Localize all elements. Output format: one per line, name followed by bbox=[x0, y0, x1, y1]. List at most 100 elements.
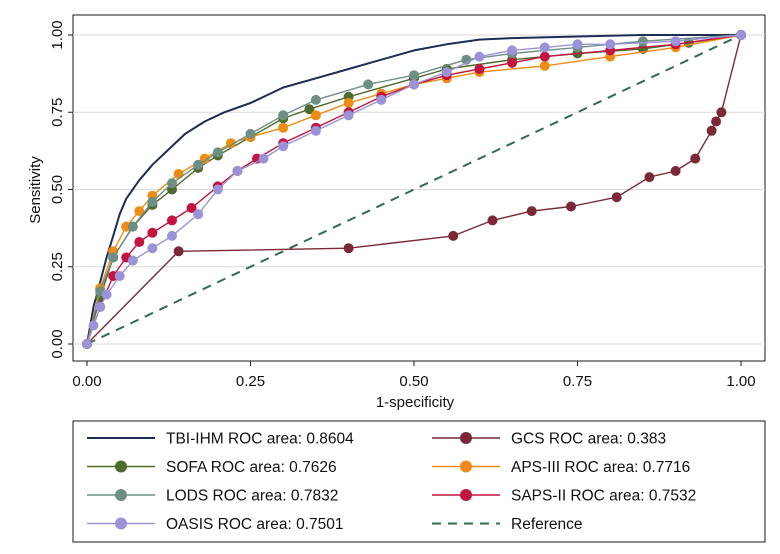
x-axis-label: 1-specificity bbox=[376, 394, 455, 411]
series-point-gcs-12 bbox=[711, 116, 722, 127]
legend-marker-oasis bbox=[115, 517, 127, 530]
series-point-oasis-14 bbox=[343, 110, 354, 121]
series-point-lods-6 bbox=[193, 159, 204, 170]
x-tick-label-0.00: 0.00 bbox=[72, 373, 101, 390]
legend-label-reference: Reference bbox=[511, 516, 583, 533]
series-point-lods-9 bbox=[278, 110, 289, 121]
x-tick-label-0.25: 0.25 bbox=[236, 373, 265, 390]
series-point-gcs-13 bbox=[716, 107, 727, 118]
series-point-saps-ii-6 bbox=[167, 215, 177, 226]
series-point-aps-iii-4 bbox=[134, 206, 145, 217]
series-point-gcs-7 bbox=[611, 192, 622, 203]
series-point-oasis-10 bbox=[232, 166, 243, 176]
series-point-oasis-0 bbox=[82, 339, 92, 349]
reference-line bbox=[86, 34, 742, 345]
series-point-oasis-2 bbox=[95, 301, 106, 312]
series-group bbox=[82, 30, 746, 349]
y-tick-label-0.50: 0.50 bbox=[49, 175, 66, 204]
series-point-lods-11 bbox=[363, 79, 374, 90]
series-point-aps-iii-10 bbox=[278, 122, 289, 133]
x-tick-label-0.75: 0.75 bbox=[563, 373, 592, 390]
legend-label-oasis: OASIS ROC area: 0.7501 bbox=[166, 516, 343, 533]
series-point-lods-2 bbox=[108, 252, 119, 263]
y-tick-label-1.00: 1.00 bbox=[49, 20, 66, 49]
series-point-gcs-1 bbox=[173, 246, 184, 257]
series-point-saps-ii-5 bbox=[147, 227, 158, 238]
axes bbox=[68, 34, 742, 366]
y-axis-label: Sensitivity bbox=[27, 156, 44, 224]
series-point-oasis-6 bbox=[147, 243, 158, 254]
series-point-oasis-20 bbox=[539, 42, 550, 53]
legend-label-saps-ii: SAPS-II ROC area: 0.7532 bbox=[511, 488, 696, 505]
series-point-saps-ii-19 bbox=[539, 51, 550, 62]
series-point-lods-3 bbox=[127, 221, 138, 232]
tick-labels: 0.00 0.25 0.50 0.75 1.00 0.00 0.25 0.50 0.75 1.00 bbox=[49, 20, 756, 390]
series-point-oasis-18 bbox=[474, 51, 485, 62]
series-point-lods-4 bbox=[147, 196, 158, 207]
legend-marker-lods bbox=[115, 489, 127, 501]
y-tick-label-0.00: 0.00 bbox=[49, 329, 66, 358]
series-point-gcs-11 bbox=[706, 125, 717, 136]
series-point-lods-16 bbox=[637, 36, 648, 47]
y-tick-label-0.25: 0.25 bbox=[49, 252, 66, 281]
legend-label-tbi-ihm: TBI-IHM ROC area: 0.8604 bbox=[166, 431, 354, 448]
legend-marker-saps-ii bbox=[460, 489, 472, 501]
legend bbox=[72, 420, 766, 543]
series-point-oasis-17 bbox=[441, 67, 452, 78]
series-line-tbi-ihm bbox=[86, 34, 741, 345]
series-point-aps-iii-11 bbox=[310, 110, 321, 121]
series-point-oasis-22 bbox=[605, 39, 616, 50]
series-line-lods bbox=[86, 34, 742, 345]
legend-label-aps-iii: APS-III ROC area: 0.7716 bbox=[511, 459, 690, 476]
series-point-lods-8 bbox=[245, 128, 256, 139]
series-point-saps-ii-4 bbox=[134, 237, 145, 247]
y-tick-label-0.75: 0.75 bbox=[49, 98, 66, 127]
series-point-gcs-4 bbox=[487, 215, 498, 226]
legend-label-gcs: GCS ROC area: 0.383 bbox=[511, 431, 666, 448]
legend-marker-gcs bbox=[460, 432, 472, 444]
series-point-gcs-8 bbox=[644, 172, 655, 183]
series-point-gcs-3 bbox=[448, 230, 459, 241]
series-point-aps-iii-17 bbox=[539, 60, 550, 71]
series-point-sofa-10 bbox=[304, 104, 315, 115]
series-point-oasis-1 bbox=[88, 320, 99, 331]
series-point-saps-ii-18 bbox=[507, 57, 518, 68]
series-point-oasis-19 bbox=[507, 45, 518, 56]
series-point-gcs-5 bbox=[526, 206, 537, 217]
series-point-oasis-12 bbox=[278, 141, 289, 152]
series-point-gcs-6 bbox=[566, 201, 576, 212]
plot-area bbox=[72, 14, 766, 362]
series-point-aps-iii-12 bbox=[343, 98, 354, 108]
legend-marker-sofa bbox=[115, 460, 127, 473]
series-point-saps-ii-7 bbox=[186, 203, 197, 213]
x-tick-label-1.00: 1.00 bbox=[726, 373, 755, 390]
series-point-oasis-8 bbox=[193, 209, 204, 220]
series-point-oasis-7 bbox=[167, 230, 177, 241]
legend-label-lods: LODS ROC area: 0.7832 bbox=[166, 488, 338, 505]
x-tick-label-0.50: 0.50 bbox=[399, 373, 428, 390]
series-point-aps-iii-7 bbox=[199, 153, 210, 164]
series-point-saps-ii-17 bbox=[474, 64, 485, 74]
series-point-gcs-9 bbox=[670, 166, 681, 176]
series-point-oasis-11 bbox=[258, 153, 269, 164]
series-point-oasis-23 bbox=[670, 36, 681, 47]
legend-label-sofa: SOFA ROC area: 0.7626 bbox=[166, 459, 337, 476]
series-point-oasis-3 bbox=[101, 289, 112, 300]
series-point-oasis-24 bbox=[736, 30, 746, 40]
series-point-oasis-5 bbox=[127, 255, 138, 266]
series-point-oasis-21 bbox=[572, 39, 583, 50]
series-point-oasis-4 bbox=[114, 271, 125, 281]
legend-items: TBI-IHM ROC area: 0.8604 GCS ROC area: 0.… bbox=[87, 431, 696, 533]
series-point-lods-10 bbox=[310, 94, 321, 105]
series-point-oasis-15 bbox=[376, 94, 387, 105]
series-line-reference bbox=[86, 34, 742, 345]
series-point-lods-5 bbox=[167, 178, 177, 189]
series-point-aps-iii-6 bbox=[173, 169, 184, 179]
series-point-lods-12 bbox=[409, 70, 419, 81]
series-point-oasis-13 bbox=[310, 125, 321, 136]
gridlines bbox=[73, 34, 765, 345]
legend-marker-aps-iii bbox=[460, 460, 472, 473]
series-point-gcs-2 bbox=[343, 243, 354, 254]
series-point-gcs-10 bbox=[690, 153, 701, 164]
